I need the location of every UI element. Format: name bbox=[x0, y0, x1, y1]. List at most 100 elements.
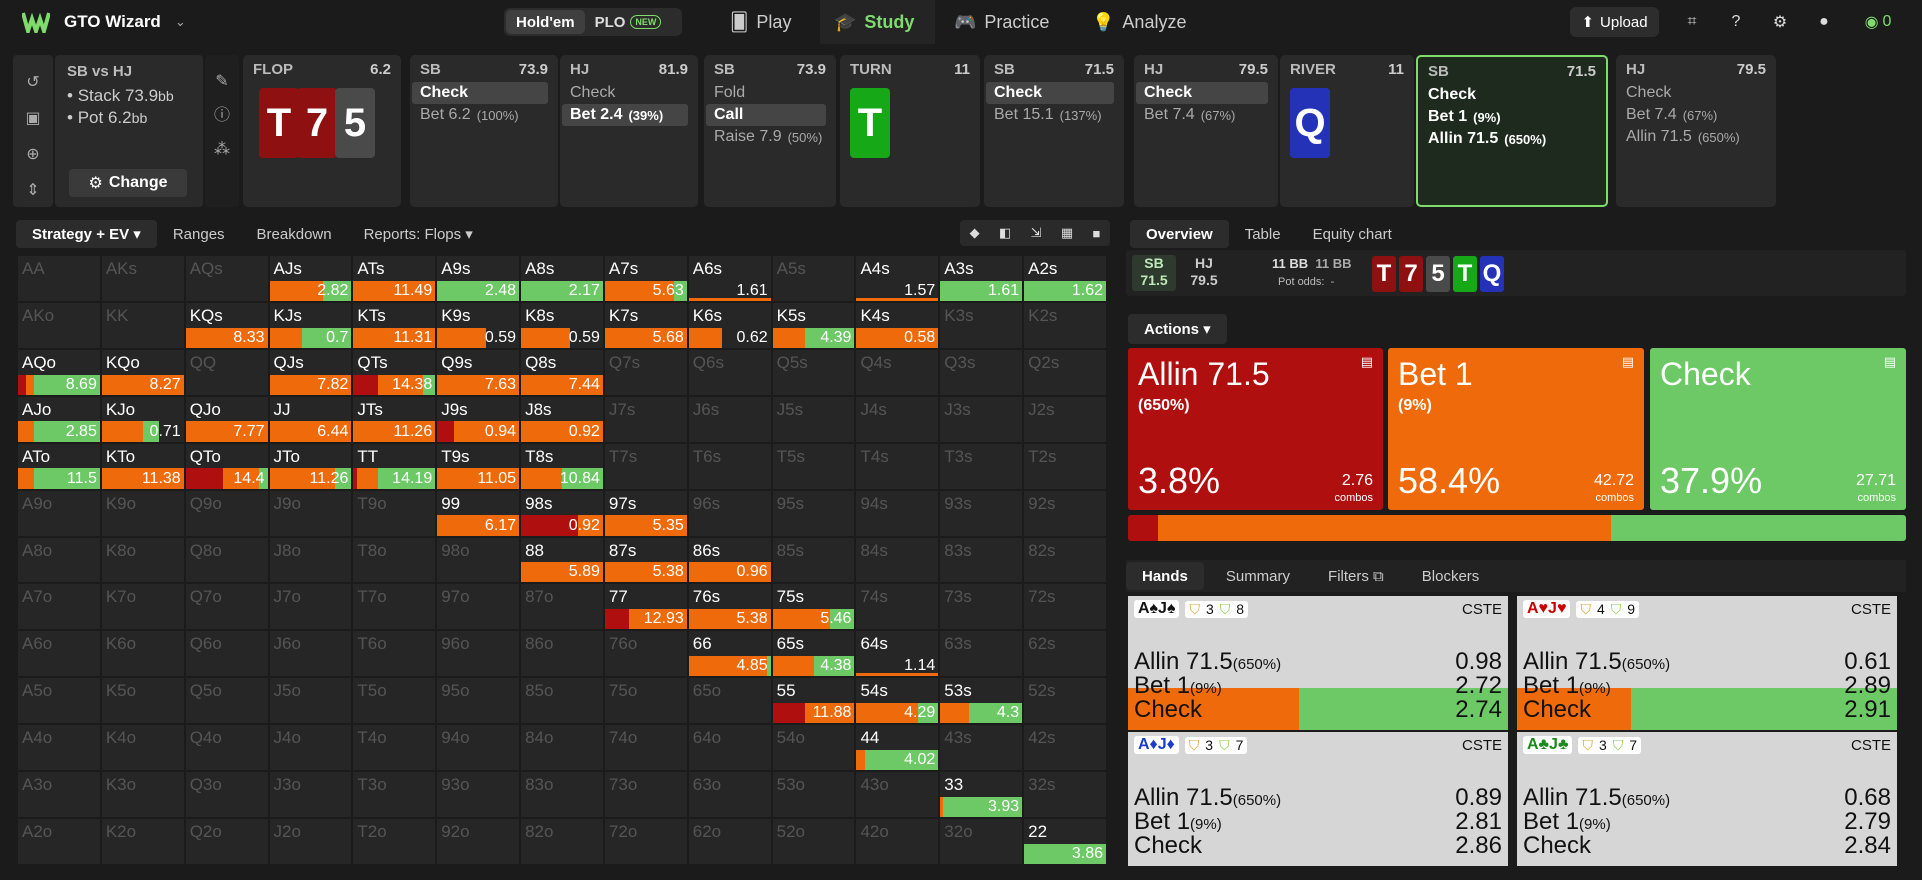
nav-play[interactable]: 🂠 Play bbox=[730, 0, 820, 44]
hand-cell[interactable]: 83s bbox=[940, 537, 1023, 583]
change-button[interactable]: ⚙ Change bbox=[69, 169, 187, 197]
hand-cell[interactable]: 2.17 A8s bbox=[521, 256, 603, 301]
tree-action[interactable]: Bet 15.1 (137%) bbox=[986, 104, 1114, 126]
tree-node-3[interactable]: SB 73.9 Fold Call Raise 7.9 (50%) bbox=[704, 55, 836, 207]
hand-cell[interactable]: 98o bbox=[437, 537, 520, 583]
hand-cell[interactable]: 1.62 A2s bbox=[1024, 256, 1106, 301]
hand-cell[interactable]: K8o bbox=[101, 537, 184, 583]
hand-cell[interactable]: 72o bbox=[604, 819, 687, 864]
hand-cell[interactable]: 0.62 K6s bbox=[688, 302, 771, 348]
hand-cell[interactable]: J8o bbox=[269, 537, 352, 583]
tree-node-5[interactable]: SB 71.5 Check Bet 15.1 (137%) bbox=[984, 55, 1124, 207]
wizard-logo-icon[interactable] bbox=[22, 11, 50, 33]
hand-cell[interactable]: 1.57 A4s bbox=[856, 256, 939, 301]
hand-cell[interactable]: 75o bbox=[604, 678, 687, 724]
hand-cell[interactable]: 7.82 QJs bbox=[269, 349, 352, 395]
hand-cell[interactable]: 5.68 K7s bbox=[604, 302, 687, 348]
hand-cell[interactable]: Q7s bbox=[604, 349, 687, 395]
tree-action[interactable]: Check bbox=[412, 82, 548, 104]
hand-cell[interactable]: 4.02 44 bbox=[856, 725, 939, 771]
hand-cell[interactable]: 2.48 A9s bbox=[437, 256, 520, 301]
hand-cell[interactable]: 4.39 K5s bbox=[772, 302, 855, 348]
hand-cell[interactable]: 42o bbox=[856, 819, 939, 864]
details-icon[interactable]: ▤ bbox=[1883, 354, 1896, 369]
hand-cell[interactable]: K6o bbox=[101, 631, 184, 677]
hand-cell[interactable]: 74s bbox=[856, 584, 939, 630]
split-icon[interactable]: ◧ bbox=[998, 225, 1012, 240]
hand-cell[interactable]: K2s bbox=[1024, 302, 1106, 348]
hand-card[interactable]: A♣J♣ ⛉ 3 ⛉ 7 CSTE Allin 71.5(650%) 0.68 Bet 1(9%… bbox=[1517, 732, 1897, 866]
square-icon[interactable]: ■ bbox=[1092, 225, 1101, 241]
hand-cell[interactable]: 5.38 76s bbox=[688, 584, 771, 630]
hand-cell[interactable]: 3.86 22 bbox=[1024, 819, 1106, 864]
hand-cell[interactable]: 14.4 QTo bbox=[185, 443, 268, 489]
tree-action[interactable]: Check bbox=[1420, 84, 1596, 106]
hand-cell[interactable]: 32o bbox=[940, 819, 1023, 864]
hand-cell[interactable]: J2o bbox=[269, 819, 352, 864]
hand-cell[interactable]: 54o bbox=[772, 725, 855, 771]
sb-player[interactable]: SB 71.5 bbox=[1132, 255, 1176, 291]
details-icon[interactable]: ▤ bbox=[1360, 354, 1373, 369]
hand-cell[interactable]: 52o bbox=[772, 819, 855, 864]
tab-blockers[interactable]: Blockers bbox=[1421, 567, 1480, 585]
hand-card[interactable]: A♠J♠ ⛉ 3 ⛉ 8 CSTE Allin 71.5(650%) 0.98 Bet 1(9%… bbox=[1128, 596, 1508, 730]
hand-cell[interactable]: 6.44 JJ bbox=[269, 396, 352, 442]
hand-cell[interactable]: Q4o bbox=[185, 725, 268, 771]
tree-action[interactable]: Check bbox=[1136, 82, 1268, 104]
hand-cell[interactable]: 87o bbox=[521, 584, 603, 630]
hand-cell[interactable]: K3o bbox=[101, 772, 184, 818]
hand-cell[interactable]: 94s bbox=[856, 490, 939, 536]
tree-action[interactable]: Call bbox=[706, 104, 826, 126]
hand-cell[interactable]: A2o bbox=[18, 819, 100, 864]
hand-cell[interactable]: 62s bbox=[1024, 631, 1106, 677]
hand-cell[interactable]: Q5s bbox=[772, 349, 855, 395]
tree-action[interactable]: Bet 6.2 (100%) bbox=[412, 104, 548, 126]
hand-cell[interactable]: Q6o bbox=[185, 631, 268, 677]
hand-cell[interactable]: 6.17 99 bbox=[437, 490, 520, 536]
hand-cell[interactable]: 83o bbox=[521, 772, 603, 818]
hand-cell[interactable]: 8.69 AQo bbox=[18, 349, 100, 395]
tree-action[interactable]: Check bbox=[986, 82, 1114, 104]
suit-icon[interactable]: ◆ bbox=[969, 225, 980, 240]
hand-cell[interactable]: J7o bbox=[269, 584, 352, 630]
screenshot-icon[interactable]: ⌗ bbox=[1687, 13, 1697, 30]
hand-cell[interactable]: 7.77 QJo bbox=[185, 396, 268, 442]
compress-icon[interactable]: ⇲ bbox=[1030, 225, 1042, 240]
hand-cell[interactable]: 8.33 KQs bbox=[185, 302, 268, 348]
tab-summary[interactable]: Summary bbox=[1225, 567, 1291, 585]
hand-cell[interactable]: J2s bbox=[1024, 396, 1106, 442]
hand-cell[interactable]: K9o bbox=[101, 490, 184, 536]
hand-cell[interactable]: A8o bbox=[18, 537, 100, 583]
hand-cell[interactable]: 63s bbox=[940, 631, 1023, 677]
hand-cell[interactable]: 5.63 A7s bbox=[604, 256, 687, 301]
hand-cell[interactable]: J6o bbox=[269, 631, 352, 677]
hand-cell[interactable]: T4o bbox=[353, 725, 436, 771]
hand-cell[interactable]: A9o bbox=[18, 490, 100, 536]
action-card-check[interactable]: Check 37.9% 27.71 combos ▤ bbox=[1650, 348, 1906, 510]
hand-cell[interactable]: T3o bbox=[353, 772, 436, 818]
hand-cell[interactable]: 63o bbox=[688, 772, 771, 818]
hand-cell[interactable]: 5.46 75s bbox=[772, 584, 855, 630]
hand-cell[interactable]: AKs bbox=[101, 256, 184, 301]
nav-practice[interactable]: 🎮 Practice bbox=[954, 0, 1084, 44]
tab-filters[interactable]: Filters ⧉ bbox=[1328, 567, 1384, 585]
tab-ranges[interactable]: Ranges bbox=[172, 225, 225, 243]
hand-cell[interactable]: Q8o bbox=[185, 537, 268, 583]
hand-cell[interactable]: T5o bbox=[353, 678, 436, 724]
hand-cell[interactable]: Q6s bbox=[688, 349, 771, 395]
hand-cell[interactable]: 4.38 65s bbox=[772, 631, 855, 677]
hand-cell[interactable]: 5.38 87s bbox=[604, 537, 687, 583]
hand-card[interactable]: A♦J♦ ⛉ 3 ⛉ 7 CSTE Allin 71.5(650%) 0.89 Bet 1(9%… bbox=[1128, 732, 1508, 866]
grid-icon[interactable]: ▦ bbox=[1060, 225, 1074, 240]
tree-action[interactable]: Allin 71.5 (650%) bbox=[1420, 128, 1596, 150]
hand-cell[interactable]: A3o bbox=[18, 772, 100, 818]
hand-cell[interactable]: T6o bbox=[353, 631, 436, 677]
nav-study[interactable]: 🎓 Study bbox=[820, 0, 935, 44]
actions-dropdown[interactable]: Actions ▾ bbox=[1128, 314, 1227, 344]
balance[interactable]: ◉ 0 bbox=[1858, 10, 1898, 34]
tree-action[interactable]: Bet 7.4 (67%) bbox=[1618, 104, 1766, 126]
hand-cell[interactable]: 11.26 JTo bbox=[269, 443, 352, 489]
hand-cell[interactable]: T9o bbox=[353, 490, 436, 536]
hand-cell[interactable]: 8.27 KQo bbox=[101, 349, 184, 395]
hand-cell[interactable]: 2.85 AJo bbox=[18, 396, 100, 442]
